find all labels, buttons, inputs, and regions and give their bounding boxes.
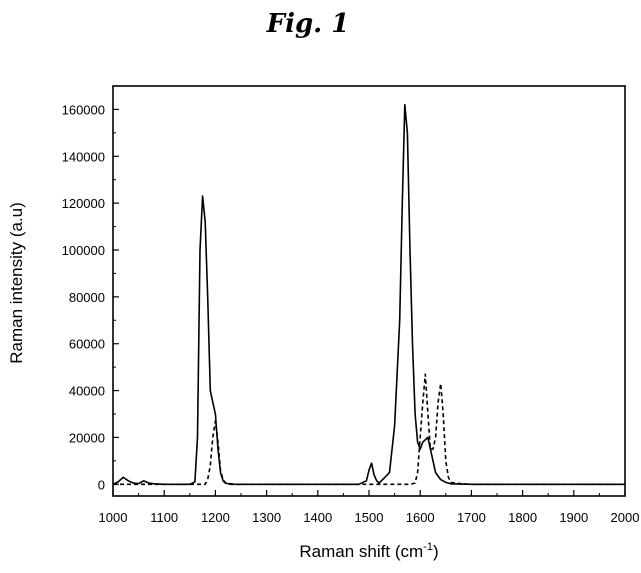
y-tick-label: 80000 [69,290,105,305]
y-axis-label: Raman intensity (a.u) [7,202,26,364]
x-tick-label: 1800 [508,510,537,525]
x-axis-ticks: 1000 1100 1200 1300 1400 1500 1600 1700 1800 1900… [99,490,640,525]
y-tick-label: 60000 [69,337,105,352]
plot-frame [112,85,626,497]
x-tick-label: 1600 [406,510,435,525]
x-axis-label-text: Raman shift [299,542,390,561]
y-tick-label: 20000 [69,430,105,445]
x-axis-label-unit-superscript: -1 [423,541,433,553]
x-axis-label-close-paren: ) [433,542,439,561]
x-tick-label: 1200 [201,510,230,525]
x-tick-label: 1000 [99,510,128,525]
x-axis-label: Raman shift (cm-1) [299,541,438,561]
series-line-1 [112,103,625,486]
x-tick-label: 1900 [559,510,588,525]
x-axis-label-unit: cm [400,542,423,561]
x-tick-label: 2000 [611,510,640,525]
y-tick-label: 0 [98,477,105,492]
x-tick-label: 1100 [150,510,178,525]
series-line-2 [113,373,625,486]
x-tick-label: 1500 [355,510,384,525]
y-tick-label: 100000 [62,243,105,258]
y-tick-label: 160000 [62,102,105,117]
plot-area: 1000 1100 1200 1300 1400 1500 1600 1700 1800 1900… [62,85,640,525]
y-tick-label: 140000 [62,149,105,164]
y-axis-ticks: 0 20000 40000 60000 80000 100000 120000 140000 1… [62,102,119,492]
figure-title: Fig. 1 [266,9,350,39]
x-axis-label-open-paren: ( [390,542,401,561]
y-tick-label: 120000 [62,196,105,211]
x-tick-label: 1700 [457,510,486,525]
x-tick-label: 1300 [252,510,281,525]
x-tick-label: 1400 [303,510,332,525]
y-tick-label: 40000 [69,384,105,399]
series-layer [112,103,625,486]
